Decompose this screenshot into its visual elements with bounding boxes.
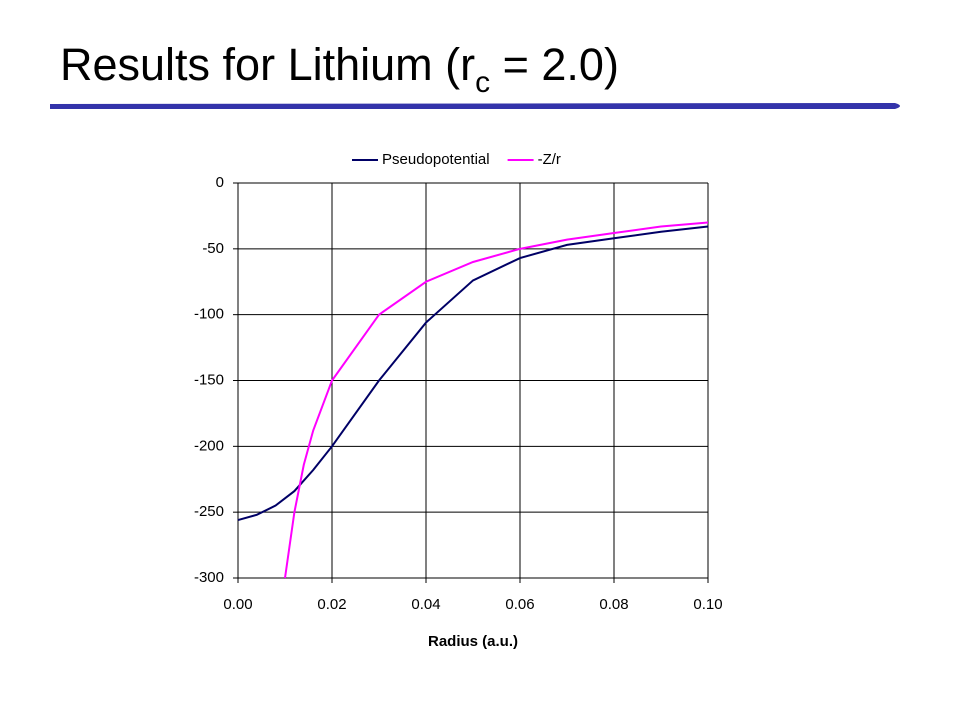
x-tick-label: 0.04 [411, 596, 440, 613]
y-tick-label: -150 [194, 371, 224, 388]
y-tick-label: 0 [216, 174, 224, 191]
title-main: Results for Lithium (r [60, 39, 475, 90]
y-tick-label: -100 [194, 306, 224, 323]
legend-label: Pseudopotential [382, 151, 490, 168]
series-line [284, 221, 709, 579]
legend-label: -Z/r [538, 151, 561, 168]
y-tick-label: -250 [194, 503, 224, 520]
x-tick-label: 0.08 [599, 596, 628, 613]
x-tick-label: 0.02 [317, 596, 346, 613]
x-tick-label: 0.06 [505, 596, 534, 613]
slide-title: Results for Lithium (rc = 2.0) [60, 39, 619, 99]
y-tick-label: -300 [194, 569, 224, 586]
x-axis-label: Radius (a.u.) [428, 633, 518, 650]
title-subscript: c [475, 66, 490, 99]
title-underline [50, 103, 900, 109]
title-end: = 2.0) [490, 39, 619, 90]
x-tick-label: 0.10 [693, 596, 722, 613]
y-tick-label: -200 [194, 437, 224, 454]
series-line [237, 225, 709, 522]
y-tick-label: -50 [202, 240, 224, 257]
x-tick-label: 0.00 [223, 596, 252, 613]
